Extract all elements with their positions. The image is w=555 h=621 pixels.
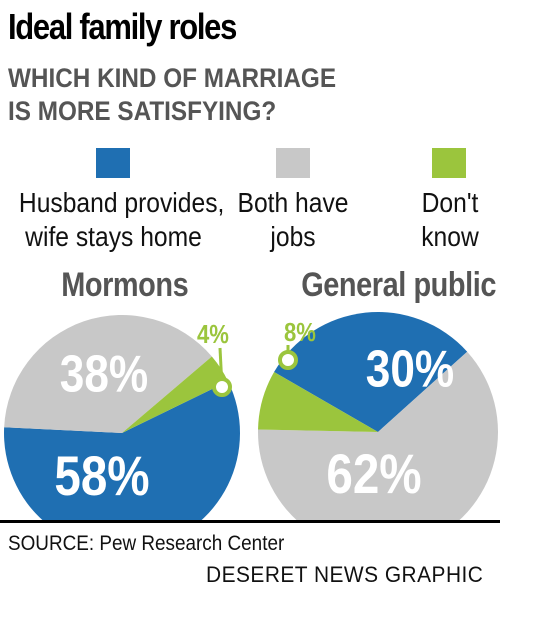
legend-label-both-have-jobs-line1: Both have bbox=[237, 187, 349, 218]
chart-title: Ideal family roles bbox=[8, 6, 237, 47]
legend-label-both-have-jobs: Both have jobs bbox=[231, 186, 354, 254]
subtitle-line-2: IS MORE SATISFYING? bbox=[8, 96, 277, 126]
slice-mormons-husband-provides-wife-stays-home bbox=[4, 381, 240, 522]
leader-dot-mormons bbox=[212, 377, 232, 397]
label-mormons-don-t-know: 4% bbox=[197, 320, 229, 349]
slice-general-public-husband-provides-wife-stays-home bbox=[274, 312, 468, 432]
pie-mormons: 58% 38% 4% bbox=[4, 315, 240, 522]
legend-label-dont-know-line2: know bbox=[421, 221, 479, 252]
footer-rule bbox=[0, 520, 500, 523]
label-general-public-husband-provides-wife-stays-home: 30% bbox=[366, 340, 454, 398]
label-mormons-both-have-jobs: 38% bbox=[60, 345, 148, 403]
legend-label-dont-know: Don't know bbox=[406, 186, 494, 254]
legend-label-dont-know-line1: Don't bbox=[421, 187, 479, 218]
legend-label-husband-provides: Husband provides, wife stays home bbox=[18, 186, 225, 254]
slice-mormons-don-t-know bbox=[122, 356, 229, 433]
label-general-public-both-have-jobs: 62% bbox=[326, 443, 421, 505]
pie-title-mormons: Mormons bbox=[61, 266, 189, 304]
slice-mormons-both-have-jobs bbox=[4, 315, 212, 433]
pie-charts: 58% 38% 4% 30% 62% 8% bbox=[4, 312, 498, 522]
pie-title-general-public: General public bbox=[301, 266, 496, 304]
legend-swatch-husband-provides bbox=[96, 148, 130, 178]
slice-general-public-both-have-jobs bbox=[258, 351, 498, 522]
source-note: SOURCE: Pew Research Center bbox=[8, 532, 285, 555]
pie-general-public: 30% 62% 8% bbox=[258, 312, 498, 522]
legend-label-husband-provides-line1: Husband provides, bbox=[18, 187, 225, 218]
chart-subtitle: WHICH KIND OF MARRIAGE IS MORE SATISFYIN… bbox=[8, 62, 336, 128]
slice-general-public-don-t-know bbox=[258, 372, 378, 432]
legend-swatch-dont-know bbox=[432, 148, 466, 178]
graphic-credit: DESERET NEWS GRAPHIC bbox=[206, 562, 484, 587]
leader-dot-general-public bbox=[278, 350, 298, 370]
legend-swatch-both-have-jobs bbox=[276, 148, 310, 178]
label-mormons-husband-provides-wife-stays-home: 58% bbox=[54, 445, 149, 507]
legend-label-husband-provides-line2: wife stays home bbox=[25, 221, 202, 252]
legend-label-both-have-jobs-line2: jobs bbox=[270, 221, 316, 252]
subtitle-line-1: WHICH KIND OF MARRIAGE bbox=[8, 63, 337, 93]
label-general-public-don-t-know: 8% bbox=[284, 318, 316, 347]
